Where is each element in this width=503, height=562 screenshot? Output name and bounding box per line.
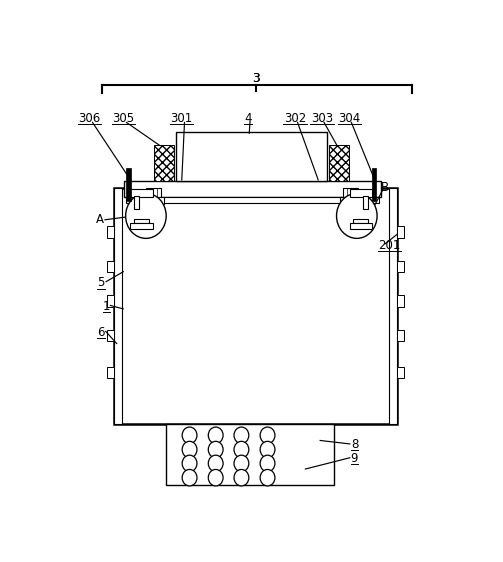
Bar [107, 226, 114, 238]
Bar [134, 196, 139, 210]
Bar [107, 261, 114, 272]
Bar [389, 188, 397, 424]
Text: 201: 201 [378, 239, 401, 252]
Circle shape [337, 193, 377, 238]
Bar [146, 188, 161, 197]
Circle shape [126, 193, 166, 238]
Text: 5: 5 [98, 277, 105, 289]
Text: 306: 306 [78, 112, 101, 125]
Bar [353, 219, 368, 223]
Bar [397, 296, 403, 307]
Bar [134, 219, 149, 223]
Text: 8: 8 [351, 438, 358, 451]
Text: A: A [96, 213, 104, 226]
Circle shape [234, 455, 249, 472]
Bar [124, 181, 381, 197]
Text: 301: 301 [171, 112, 193, 125]
Bar [397, 261, 403, 272]
Circle shape [182, 455, 197, 472]
Text: B: B [380, 181, 388, 194]
Bar [350, 189, 372, 197]
Circle shape [208, 427, 223, 443]
Text: 305: 305 [113, 112, 135, 125]
Bar [397, 330, 403, 341]
Circle shape [260, 441, 275, 458]
Text: 9: 9 [351, 452, 358, 465]
Bar [114, 188, 397, 424]
Bar [130, 189, 153, 197]
Text: 3: 3 [252, 72, 260, 85]
Bar [363, 196, 368, 210]
Bar [166, 424, 334, 485]
Bar [130, 223, 152, 229]
Text: 303: 303 [311, 112, 333, 125]
Circle shape [208, 469, 223, 486]
Bar [107, 330, 114, 341]
Circle shape [234, 469, 249, 486]
Circle shape [234, 441, 249, 458]
Circle shape [260, 469, 275, 486]
Bar [143, 197, 164, 204]
Circle shape [182, 469, 197, 486]
Text: 4: 4 [244, 112, 252, 125]
Bar [107, 296, 114, 307]
Bar [372, 168, 376, 201]
Circle shape [260, 427, 275, 443]
Bar [340, 197, 361, 204]
Bar [343, 188, 358, 197]
Text: 3: 3 [252, 72, 260, 85]
Text: 1: 1 [103, 300, 110, 313]
Bar [397, 367, 403, 378]
Bar [126, 197, 379, 203]
Bar [176, 133, 327, 181]
Circle shape [208, 441, 223, 458]
Text: 6: 6 [97, 326, 105, 339]
Bar [329, 146, 349, 181]
Bar [154, 146, 174, 181]
Circle shape [234, 427, 249, 443]
Text: 302: 302 [284, 112, 306, 125]
Bar [114, 188, 122, 424]
Text: 304: 304 [339, 112, 361, 125]
Circle shape [260, 455, 275, 472]
Bar [397, 226, 403, 238]
Bar [107, 367, 114, 378]
Circle shape [182, 427, 197, 443]
Circle shape [208, 455, 223, 472]
Bar [126, 168, 131, 201]
Bar [350, 223, 372, 229]
Circle shape [182, 441, 197, 458]
